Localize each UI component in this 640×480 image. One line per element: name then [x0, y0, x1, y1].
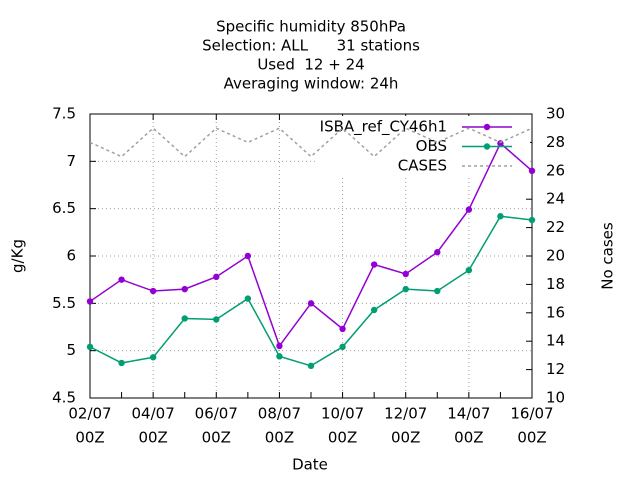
legend-marker [483, 143, 491, 150]
x-tick-label: 16/07 [510, 405, 553, 423]
y2-tick-label: 30 [546, 105, 565, 123]
point [307, 300, 315, 307]
point [149, 287, 157, 295]
point [434, 287, 441, 295]
point [465, 267, 473, 274]
x-tick-label: 06/07 [195, 405, 238, 423]
x-tick-label: 00Z [75, 429, 104, 447]
x-tick-label: 14/07 [447, 405, 490, 423]
chart-title: Selection: ALL 31 stations [202, 37, 420, 55]
series-line [89, 127, 533, 158]
point [213, 273, 220, 281]
x-tick-label: 00Z [391, 429, 420, 447]
x-tick-label: 00Z [328, 429, 357, 447]
point [244, 295, 252, 302]
y2-tick-label: 24 [546, 190, 565, 208]
y2-tick-label: 12 [546, 360, 565, 378]
point [528, 167, 536, 174]
x-tick-label: 00Z [265, 429, 294, 447]
point [86, 298, 94, 305]
chart-title: Specific humidity 850hPa [216, 18, 406, 36]
legend-marker [483, 123, 491, 131]
y2-tick-label: 20 [546, 247, 565, 265]
y2-tick-label: 16 [546, 303, 565, 321]
y-tick-label: 5.5 [52, 294, 76, 312]
x-tick-label: 00Z [517, 429, 546, 447]
point [465, 206, 473, 213]
legend-label: OBS [416, 137, 447, 155]
point [528, 216, 536, 224]
y2-tick-label: 26 [546, 161, 565, 179]
chart-title: Averaging window: 24h [224, 75, 399, 93]
x-axis-label: Date [292, 456, 328, 474]
y2-tick-label: 10 [546, 389, 565, 407]
point [307, 362, 315, 370]
y-tick-label: 7.5 [52, 105, 76, 123]
plot-frame [89, 113, 533, 399]
point [434, 249, 441, 256]
legend-label: ISBA_ref_CY46h1 [320, 118, 447, 137]
x-tick-label: 00Z [202, 429, 231, 447]
x-tick-label: 10/07 [321, 405, 364, 423]
y2-tick-label: 22 [546, 218, 565, 236]
y-tick-label: 5 [66, 341, 76, 359]
x-tick-label: 00Z [138, 429, 167, 447]
y-tick-label: 7 [66, 152, 76, 170]
x-tick-label: 04/07 [132, 405, 175, 423]
y2-tick-label: 14 [546, 332, 565, 350]
x-tick-label: 08/07 [258, 405, 301, 423]
point [339, 343, 346, 351]
point [213, 316, 220, 323]
point [339, 325, 346, 333]
y2-tick-label: 28 [546, 133, 565, 151]
y2-axis-label: No cases [599, 222, 617, 290]
x-tick-label: 02/07 [68, 405, 111, 423]
point [402, 285, 409, 293]
legend-label: CASES [398, 157, 447, 175]
point [244, 252, 252, 260]
chart-title: Used 12 + 24 [257, 56, 364, 74]
point [181, 315, 188, 322]
point [118, 359, 125, 367]
point [86, 343, 94, 351]
point [370, 261, 378, 268]
x-tick-label: 00Z [454, 429, 483, 447]
point [276, 342, 283, 350]
point [149, 354, 157, 361]
y2-tick-label: 18 [546, 275, 565, 293]
y-tick-label: 6 [66, 247, 76, 265]
y-tick-label: 6.5 [52, 199, 76, 217]
y-tick-label: 4.5 [52, 389, 76, 407]
point [276, 353, 283, 360]
x-tick-label: 12/07 [384, 405, 427, 423]
y-axis-label: g/Kg [9, 239, 27, 273]
point [497, 140, 504, 147]
point [402, 270, 409, 278]
point [118, 276, 125, 283]
point [370, 306, 378, 314]
point [181, 285, 188, 293]
point [497, 213, 504, 220]
